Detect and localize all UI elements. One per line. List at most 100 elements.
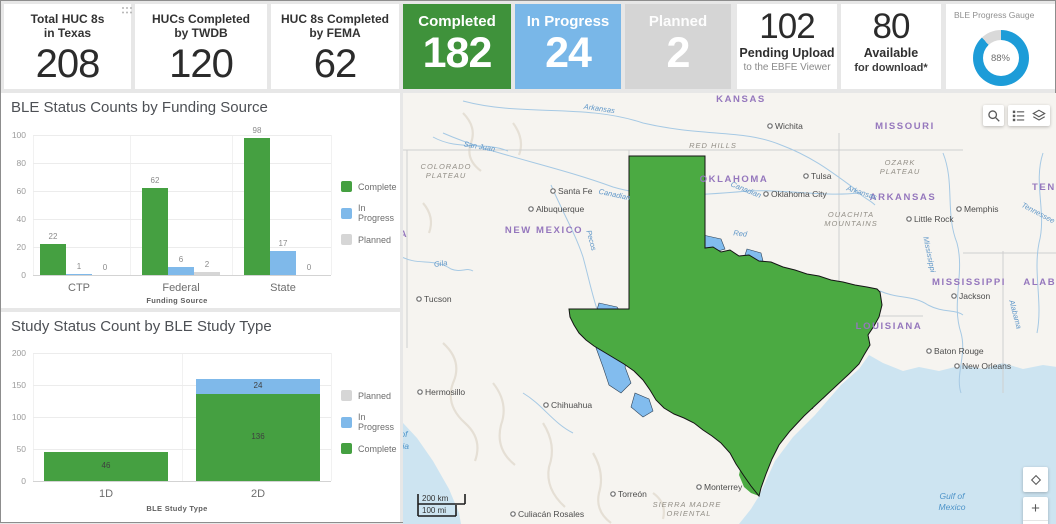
card-pending-upload: 102 Pending Upload to the EBFE Viewer [737,4,837,89]
grid-line [33,191,331,192]
city-label: Tulsa [811,171,832,181]
x-axis-category: 2D [250,488,266,500]
grid-line-vertical [331,353,332,481]
map-search-button[interactable] [983,105,1004,126]
bar-planned[interactable] [194,272,220,275]
card-total-huc8s: Total HUC 8s in Texas 208 [4,4,133,89]
card-huc8s-fema: HUC 8s Completed by FEMA 62 [271,4,399,89]
grid-line [33,275,331,276]
city-label: Torreón [618,489,647,499]
bar-in-progress[interactable] [168,266,194,275]
legend-label: Complete [358,443,397,454]
segment-value-label: 24 [253,381,263,391]
city-marker [954,363,960,369]
city-marker [926,348,932,354]
card-title: Total HUC 8s in Texas [30,12,105,40]
chart-plot: 0 20 40 60 80 100 CTP 22 1 0 Federal 62 6 2 State 98 17 0 [1,93,400,308]
card-value: 24 [545,29,592,77]
legend-item-complete: Complete [341,181,400,192]
map-cities: Santa Fe Albuquerque Tucson Wichita Tulsa Okl… [416,121,1011,519]
default-extent-button[interactable] [1023,467,1048,492]
city-marker [610,491,616,497]
y-axis-tick: 150 [11,380,26,390]
y-axis-tick: 0 [21,476,26,486]
gauge-value: 88% [982,40,1019,76]
search-icon [987,109,1000,122]
x-axis-category: Federal [162,282,200,294]
bar-value-label: 98 [252,125,262,135]
bar-value-label: 0 [306,263,312,272]
texas-huc8-layer[interactable] [568,155,883,497]
map-label: MOUNTAINS [824,219,877,228]
legend-label: Planned [358,390,392,401]
chart-title: Study Status Count by BLE Study Type [11,318,272,335]
city-label: Little Rock [914,214,954,224]
bar-complete[interactable] [40,244,66,275]
city-marker [416,296,422,302]
city-label: Chihuahua [551,400,592,410]
layers-icon [1032,109,1046,121]
card-value: 208 [35,42,101,86]
grid-line [33,353,331,354]
legend-swatch [341,416,352,428]
zoom-in-button[interactable]: + [1031,500,1040,517]
map-label: PLATEAU [426,171,467,180]
legend-item-complete: Complete [341,443,400,454]
city-label: Oklahoma City [771,189,827,199]
grid-line [33,163,331,164]
y-axis-tick: 0 [21,270,26,280]
bar-value-label: 2 [204,260,210,270]
bar-in-progress[interactable] [270,251,296,275]
city-label: Santa Fe [558,186,593,196]
gauge-title: BLE Progress Gauge [954,10,1035,20]
x-axis-category: CTP [68,282,90,294]
city-label: Culiacán Rosales [518,509,584,519]
card-label: Available [863,46,919,60]
map-label: Gulf of [403,429,409,439]
bar-in-progress[interactable] [66,273,92,275]
map-tools-button[interactable] [1008,105,1050,126]
city-marker [951,293,957,299]
bar-segment-complete[interactable] [196,393,320,481]
zoom-divider [1023,520,1048,521]
gauge-ring: 88% [972,30,1029,86]
legend-swatch [341,207,352,219]
city-marker [803,173,809,179]
y-axis-tick: 50 [16,444,26,454]
map-label: ALABAMA [1023,277,1056,288]
segment-value-label: 136 [251,432,265,442]
map[interactable]: KANSAS MISSOURI OKLAHOMA ARKANSAS NEW MEXICO… [403,93,1056,524]
widget-handle-icon[interactable] [121,6,133,15]
chart-legend: Complete In Progress Planned [341,181,400,256]
map-label: Red [733,228,748,238]
x-axis-category: State [270,282,296,294]
bar-segment-complete[interactable] [44,451,168,481]
grid-line-vertical [130,135,131,275]
bar-complete[interactable] [142,188,168,275]
legend-swatch [341,443,352,454]
grid-line-vertical [331,135,332,275]
scale-bar: 200 km 100 mi [417,494,466,517]
map-label: Gila [433,258,447,269]
card-completed: Completed 182 [403,4,511,89]
city-marker [510,511,516,517]
y-axis-tick: 200 [11,348,26,358]
bar-complete[interactable] [244,137,270,275]
city-label: Wichita [775,121,803,131]
map-label: TENNESSEE [1032,182,1056,193]
y-axis-tick: 100 [11,130,26,140]
map-label: California [403,441,409,451]
legend-item-in-progress: In Progress [341,412,400,432]
terrain-texture [422,112,665,524]
bar-value-label: 0 [102,263,108,272]
city-label: Monterrey [704,482,743,492]
legend-item-planned: Planned [341,234,400,245]
card-planned: Planned 2 [625,4,731,89]
map-label: RED HILLS [689,141,737,150]
bar-segment-in-progress[interactable] [196,378,320,394]
card-value: 80 [872,7,911,46]
city-marker [956,206,962,212]
card-label: Planned [648,13,708,30]
x-axis-title: Funding Source [146,296,208,305]
